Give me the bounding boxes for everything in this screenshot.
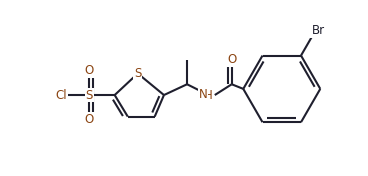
- Text: S: S: [86, 89, 93, 102]
- Text: O: O: [227, 53, 236, 66]
- Text: Br: Br: [311, 24, 325, 37]
- Text: N: N: [199, 88, 208, 101]
- Text: Cl: Cl: [55, 89, 67, 102]
- Text: O: O: [85, 113, 94, 126]
- Text: H: H: [204, 89, 213, 102]
- Text: O: O: [85, 64, 94, 77]
- Text: S: S: [134, 67, 141, 80]
